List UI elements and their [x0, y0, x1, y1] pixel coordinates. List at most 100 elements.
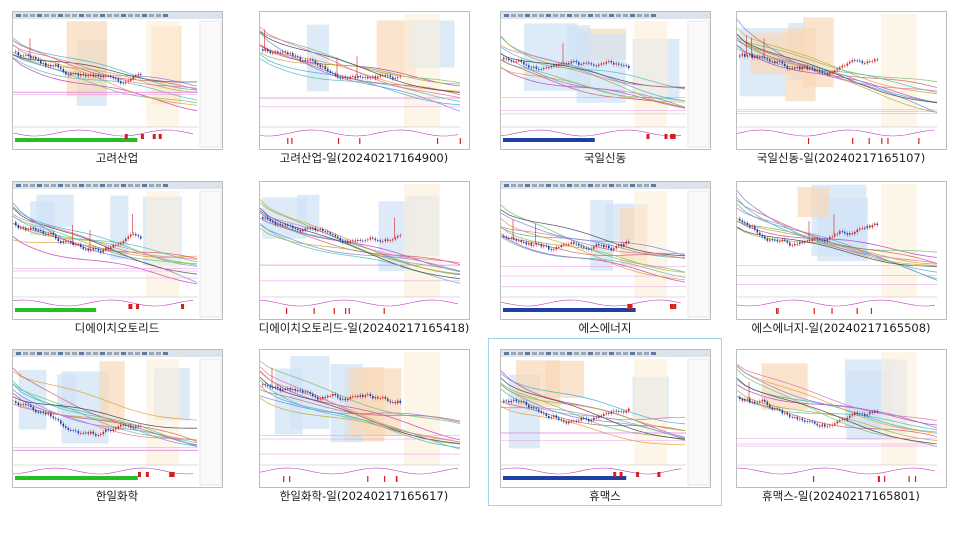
- oscillator-line: [501, 299, 682, 307]
- chart-thumbnail[interactable]: [259, 11, 470, 150]
- indicator-band: [590, 200, 614, 271]
- volume-bar: [367, 476, 369, 482]
- candle-body: [505, 236, 508, 238]
- chart-thumbnail[interactable]: [259, 181, 470, 320]
- thumbnail-caption: 휴맥스: [589, 489, 621, 503]
- candle-body: [92, 74, 95, 77]
- candle-body: [304, 59, 307, 62]
- candle-body: [55, 235, 57, 239]
- candle-body: [779, 241, 781, 242]
- candle-body: [570, 242, 573, 245]
- candle-body: [284, 389, 287, 391]
- thumbnail-item[interactable]: 한일화학: [0, 338, 234, 506]
- thumbnail-item[interactable]: 고려산업: [0, 0, 234, 168]
- thumbnail-item[interactable]: 에스에너지: [488, 170, 722, 338]
- candle-body: [65, 71, 67, 75]
- chart-thumbnail[interactable]: [736, 181, 947, 320]
- candle-body: [540, 411, 543, 413]
- candle-body: [600, 63, 603, 65]
- candle-body: [836, 233, 839, 235]
- candle-body: [786, 240, 789, 243]
- moving-average-line: [260, 31, 461, 93]
- candle-body: [568, 63, 570, 64]
- chart-thumbnail[interactable]: [12, 349, 223, 488]
- chart-thumbnail[interactable]: [12, 181, 223, 320]
- candle-body: [804, 420, 806, 422]
- toolbar-icon: [518, 184, 523, 187]
- candle-body: [824, 424, 826, 427]
- candle-body: [811, 421, 814, 423]
- chart-thumbnail[interactable]: [500, 11, 711, 150]
- thumbnail-item-selected[interactable]: 휴맥스: [488, 338, 722, 506]
- chart-thumbnail[interactable]: [736, 11, 947, 150]
- candle-body: [595, 65, 598, 67]
- candle-body: [367, 394, 369, 396]
- volume-bar: [333, 308, 335, 314]
- candle-body: [806, 240, 809, 242]
- candle-body: [756, 229, 759, 233]
- candle-body: [610, 248, 613, 251]
- candle-body: [267, 217, 269, 220]
- candle-body: [95, 247, 97, 249]
- candle-body: [120, 81, 122, 84]
- moving-average-line: [260, 44, 461, 92]
- candle-body: [545, 413, 548, 417]
- candle-body: [851, 233, 854, 234]
- candle-body: [397, 77, 399, 79]
- candle-body: [20, 227, 22, 229]
- toolbar-icon: [630, 352, 635, 355]
- toolbar-icon: [65, 14, 70, 17]
- candle-body: [317, 230, 319, 231]
- candle-body: [769, 59, 771, 62]
- chart-thumbnail[interactable]: [736, 349, 947, 488]
- candle-body: [836, 69, 839, 71]
- thumbnail-item[interactable]: 디에이치오토리드: [0, 170, 234, 338]
- candle-body: [851, 414, 854, 416]
- candle-body: [264, 384, 267, 386]
- moving-average-line: [13, 44, 198, 106]
- candle-body: [299, 390, 302, 391]
- candle-body: [364, 395, 367, 397]
- candle-body: [107, 429, 110, 431]
- candle-body: [759, 232, 761, 235]
- toolbar-icon: [581, 14, 586, 17]
- chart-thumbnail[interactable]: [12, 11, 223, 150]
- candle-body: [600, 415, 603, 417]
- toolbar-icon: [142, 352, 147, 355]
- candle-body: [794, 243, 796, 246]
- candle-body: [339, 77, 342, 79]
- toolbar-icon: [644, 184, 649, 187]
- thumbnail-item[interactable]: 한일화학-일(20240217165617): [247, 338, 481, 506]
- thumbnail-item[interactable]: 에스에너지-일(20240217165508): [724, 170, 958, 338]
- candle-body: [115, 244, 117, 246]
- candle-body: [776, 61, 779, 63]
- candle-body: [387, 398, 389, 401]
- thumbnail-item[interactable]: 고려산업-일(20240217164900): [247, 0, 481, 168]
- thumbnail-item[interactable]: 국일신동: [488, 0, 722, 168]
- candle-body: [533, 244, 535, 246]
- candle-body: [140, 425, 142, 427]
- toolbar-icon: [72, 184, 77, 187]
- candle-body: [605, 245, 608, 248]
- toolbar-icon: [156, 352, 161, 355]
- price-axis-panel: [687, 358, 710, 486]
- candle-body: [814, 238, 816, 240]
- toolbar-icon: [602, 352, 607, 355]
- candle-body: [861, 413, 864, 415]
- future-zone: [146, 21, 180, 127]
- chart-thumbnail[interactable]: [500, 349, 711, 488]
- thumbnail-item[interactable]: 국일신동-일(20240217165107): [724, 0, 958, 168]
- thumbnail-item[interactable]: 휴맥스-일(20240217165801): [724, 338, 958, 506]
- indicator-band: [306, 24, 329, 92]
- candle-body: [77, 430, 80, 434]
- chart-thumbnail[interactable]: [259, 349, 470, 488]
- candle-body: [518, 60, 520, 62]
- candle-body: [137, 235, 140, 237]
- candle-body: [819, 425, 821, 427]
- toolbar-icon: [595, 184, 600, 187]
- chart-thumbnail[interactable]: [500, 181, 711, 320]
- candle-body: [282, 224, 284, 226]
- thumbnail-item[interactable]: 디에이치오토리드-일(20240217165418): [247, 170, 481, 338]
- candle-body: [528, 65, 530, 68]
- moving-average-line: [501, 226, 686, 255]
